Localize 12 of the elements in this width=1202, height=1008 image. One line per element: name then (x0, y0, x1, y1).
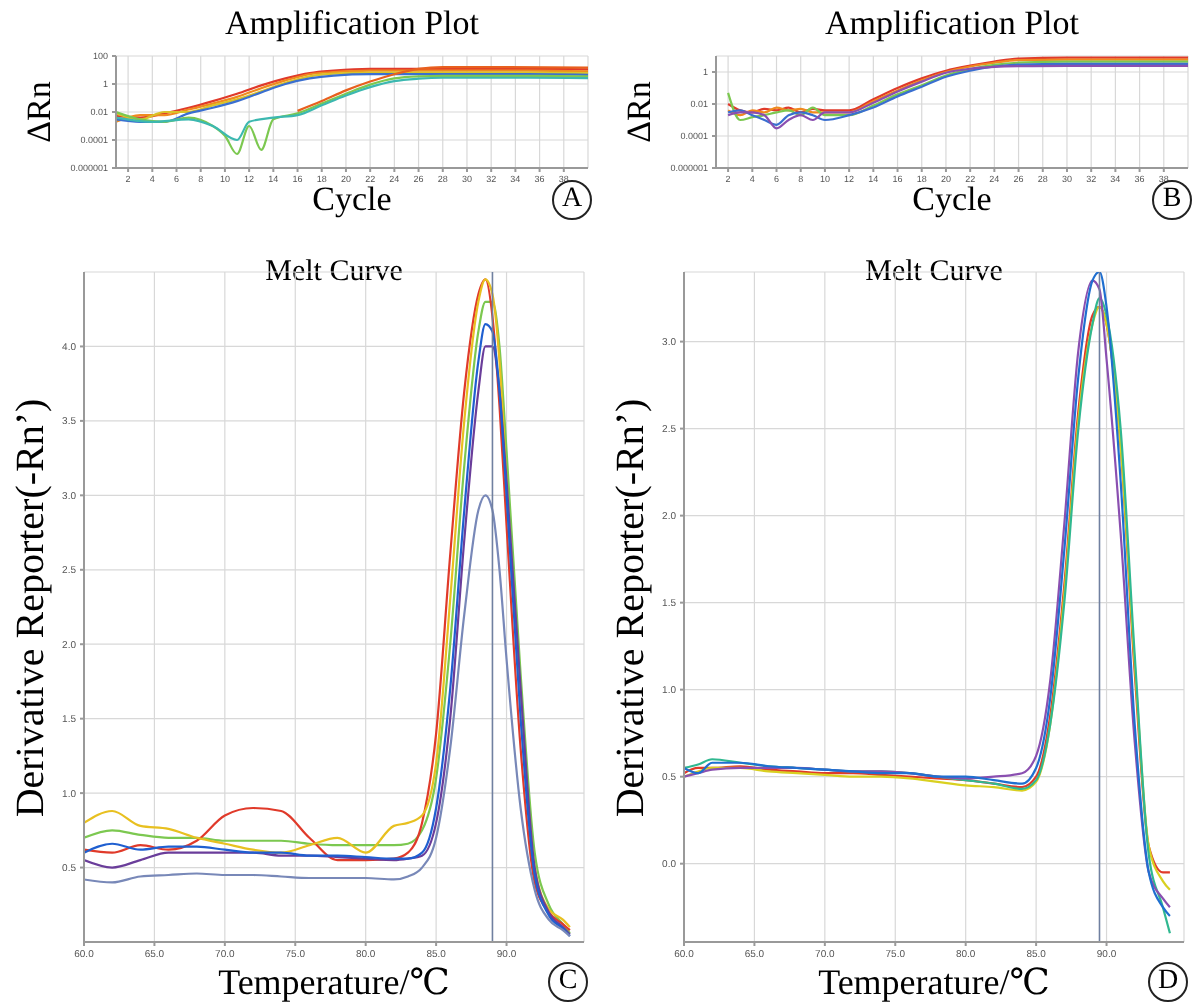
chart-title: Melt Curve (863, 256, 1005, 290)
chart-title: Melt Curve (263, 256, 405, 290)
chart-title: Amplification Plot (822, 4, 1082, 44)
y-axis-title: ΔRn (20, 81, 60, 143)
x-axis-title: Cycle (312, 180, 392, 218)
x-axis-title: Cycle (912, 180, 992, 218)
y-axis-title: Derivative Reporter(-Rn’) (9, 397, 55, 817)
x-axis-title: Temperature/℃ (818, 962, 1050, 1002)
y-axis-title: ΔRn (620, 81, 660, 143)
x-axis-title: Temperature/℃ (218, 962, 450, 1002)
chart-title: Amplification Plot (222, 4, 482, 44)
y-axis-title: Derivative Reporter(-Rn’) (609, 397, 655, 817)
